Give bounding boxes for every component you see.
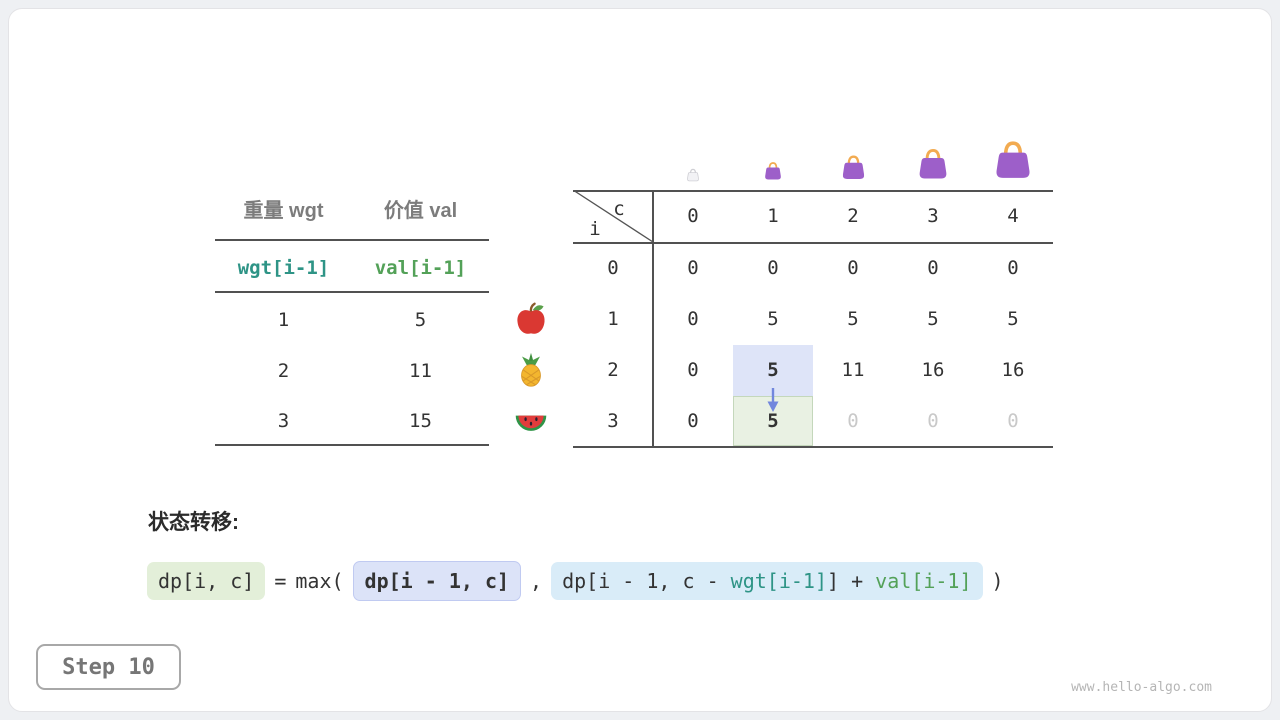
formula-arg2-wgt: wgt[i-1]	[730, 569, 827, 593]
dp-cell-3-0: 0	[687, 410, 699, 432]
formula-arg1: dp[i - 1, c]	[352, 561, 522, 601]
dp-cell-1-2: 5	[847, 308, 859, 330]
formula-max-open: max(	[295, 569, 344, 593]
dp-cell-3-4: 0	[1007, 410, 1019, 432]
bag-icon-capacity-2	[840, 154, 867, 185]
dp-col-header-1: 1	[767, 205, 779, 227]
watermelon-icon	[513, 403, 549, 439]
watermark: www.hello-algo.com	[1071, 680, 1212, 695]
dp-rule-top	[573, 190, 1053, 192]
dp-col-header-3: 3	[927, 205, 939, 227]
formula-arg2-mid: ] +	[827, 569, 876, 593]
dp-cell-2-0: 0	[687, 359, 699, 381]
dp-cell-2-2: 11	[841, 359, 865, 381]
dp-cell-2-3: 16	[921, 359, 945, 381]
formula-arg2-val: val[i-1]	[875, 569, 972, 593]
dp-cell-0-4: 0	[1007, 257, 1019, 279]
dp-rule-vertical	[652, 190, 654, 446]
items-table-formula-row: wgt[i-1] val[i-1]	[215, 244, 489, 292]
dp-cell-0-2: 0	[847, 257, 859, 279]
dp-cell-1-0: 0	[687, 308, 699, 330]
item-row-1: 1 5	[215, 295, 489, 346]
item-3-weight: 3	[277, 410, 290, 432]
items-header-weight: 重量 wgt	[243, 200, 324, 222]
pineapple-icon	[513, 352, 549, 388]
items-header-value: 价值 val	[383, 200, 458, 222]
formula-arg2-prefix: dp[i - 1, c -	[562, 569, 731, 593]
items-table-rule-mid	[215, 291, 489, 293]
dp-cell-2-1: 5	[767, 359, 779, 381]
dp-cell-2-4: 16	[1001, 359, 1025, 381]
transition-label: 状态转移:	[148, 511, 239, 534]
formula-comma: ,	[530, 569, 543, 593]
dp-row-label-0: 0	[607, 257, 619, 279]
formula-lhs: dp[i, c]	[147, 562, 266, 600]
dp-cell-3-2: 0	[847, 410, 859, 432]
bag-icon-capacity-1	[763, 161, 783, 185]
items-table-header: 重量 wgt 价值 val	[215, 186, 489, 236]
bag-icon-capacity-4	[992, 139, 1034, 185]
dp-cell-3-3: 0	[927, 410, 939, 432]
dp-cell-3-1: 5	[767, 410, 779, 432]
dp-cell-0-3: 0	[927, 257, 939, 279]
bag-icon-capacity-3	[916, 147, 950, 185]
dp-rule-bottom	[573, 446, 1053, 448]
transition-formula: dp[i, c] = max( dp[i - 1, c] , dp[i - 1,…	[147, 560, 1004, 602]
val-formula-label: val[i-1]	[374, 257, 467, 279]
item-row-3: 3 15	[215, 396, 489, 447]
dp-corner-col-var: c	[613, 198, 625, 220]
dp-cell-1-3: 5	[927, 308, 939, 330]
apple-icon	[513, 301, 549, 337]
dp-corner-row-var: i	[589, 218, 601, 240]
transfer-arrow-icon	[767, 388, 779, 412]
step-badge: Step 10	[36, 644, 181, 690]
dp-col-header-2: 2	[847, 205, 859, 227]
bag-icon-capacity-0	[686, 167, 700, 186]
formula-close-paren: )	[991, 569, 1004, 593]
wgt-formula-label: wgt[i-1]	[237, 257, 330, 279]
dp-row-label-1: 1	[607, 308, 619, 330]
item-2-weight: 2	[277, 360, 290, 382]
dp-cell-0-0: 0	[687, 257, 699, 279]
dp-row-label-3: 3	[607, 410, 619, 432]
item-row-2: 2 11	[215, 346, 489, 397]
dp-cell-highlight-source	[733, 345, 813, 396]
item-1-weight: 1	[277, 309, 290, 331]
dp-corner-diagonal	[573, 190, 653, 242]
formula-equals: =	[274, 569, 287, 593]
dp-cell-0-1: 0	[767, 257, 779, 279]
formula-arg2: dp[i - 1, c - wgt[i-1]] + val[i-1]	[551, 562, 983, 600]
item-3-value: 15	[409, 410, 432, 432]
dp-col-header-0: 0	[687, 205, 699, 227]
items-table-rule-bottom	[215, 444, 489, 446]
dp-col-header-4: 4	[1007, 205, 1019, 227]
dp-cell-1-1: 5	[767, 308, 779, 330]
dp-rule-header	[573, 242, 1053, 244]
item-1-value: 5	[414, 309, 427, 331]
dp-cell-1-4: 5	[1007, 308, 1019, 330]
dp-row-label-2: 2	[607, 359, 619, 381]
items-table-rule-top	[215, 239, 489, 241]
item-2-value: 11	[409, 360, 432, 382]
